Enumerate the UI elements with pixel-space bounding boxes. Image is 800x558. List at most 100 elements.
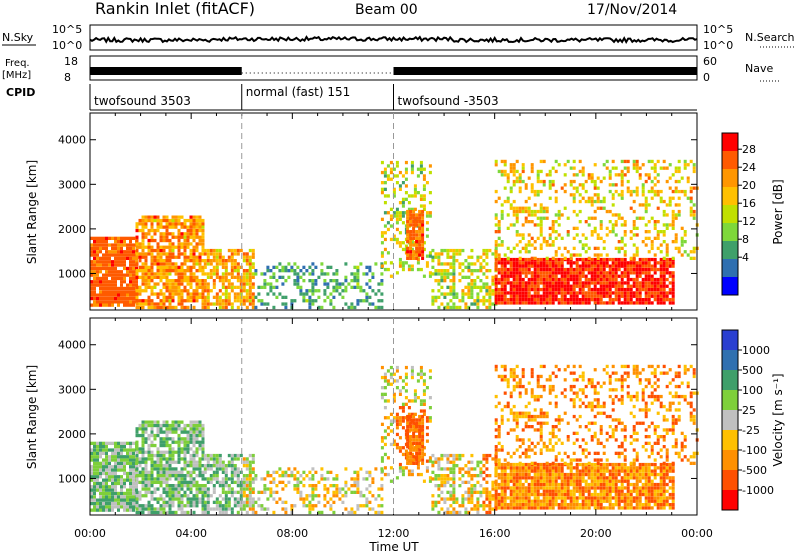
- power-cell: [193, 216, 196, 219]
- power-cell: [621, 237, 624, 240]
- power-cell: [225, 299, 228, 302]
- velocity-cell: [120, 458, 123, 461]
- velocity-cell: [216, 501, 219, 504]
- power-cell: [525, 183, 528, 186]
- power-cell: [582, 183, 585, 186]
- power-cell: [219, 276, 222, 279]
- power-cell: [609, 285, 612, 288]
- power-cell: [543, 268, 546, 271]
- power-cell: [597, 301, 600, 304]
- power-cell: [272, 276, 275, 279]
- velocity-cell: [148, 474, 151, 477]
- power-cell: [672, 285, 675, 288]
- power-cell: [549, 285, 552, 288]
- power-cell: [431, 256, 434, 259]
- velocity-cell: [216, 477, 219, 480]
- velocity-cell: [513, 463, 516, 466]
- power-cell: [482, 282, 485, 285]
- velocity-cell: [326, 477, 329, 480]
- power-cell: [591, 261, 594, 264]
- power-cell: [591, 180, 594, 183]
- velocity-cell: [335, 484, 338, 487]
- velocity-cell: [381, 366, 384, 369]
- power-cell: [642, 281, 645, 284]
- power-cell: [123, 287, 126, 290]
- power-cell: [654, 291, 657, 294]
- velocity-cell: [199, 461, 202, 464]
- power-cell: [260, 272, 263, 275]
- power-cell: [102, 294, 105, 297]
- power-cell: [591, 281, 594, 284]
- velocity-cell: [409, 458, 412, 461]
- power-cell: [579, 275, 582, 278]
- velocity-cell: [204, 487, 207, 490]
- power-cell: [132, 304, 135, 307]
- power-cell: [181, 299, 184, 302]
- power-cell: [461, 299, 464, 302]
- velocity-cell: [172, 474, 175, 477]
- velocity-cell: [335, 494, 338, 497]
- power-cell: [579, 200, 582, 203]
- power-cell: [570, 265, 573, 268]
- power-cell: [196, 286, 199, 289]
- power-cell: [624, 230, 627, 233]
- velocity-cell: [166, 431, 169, 434]
- velocity-cell: [311, 487, 314, 490]
- velocity-cell: [163, 507, 166, 510]
- velocity-cell: [272, 511, 275, 514]
- velocity-cell: [504, 486, 507, 489]
- power-cell: [639, 301, 642, 304]
- power-cell: [633, 285, 636, 288]
- power-cell: [519, 295, 522, 298]
- velocity-cell: [157, 511, 160, 514]
- power-cell: [564, 291, 567, 294]
- power-cell: [693, 167, 696, 170]
- velocity-cell: [136, 427, 139, 430]
- power-cell: [219, 256, 222, 259]
- power-cell: [105, 257, 108, 260]
- power-cell: [160, 292, 163, 295]
- power-cell: [145, 279, 148, 282]
- power-cell: [576, 190, 579, 193]
- velocity-cell: [513, 506, 516, 509]
- power-cell: [390, 171, 393, 174]
- power-cell: [314, 266, 317, 269]
- power-cell: [519, 281, 522, 284]
- power-cell: [522, 298, 525, 301]
- power-cell: [139, 246, 142, 249]
- power-cell: [184, 236, 187, 239]
- velocity-cell: [362, 477, 365, 480]
- power-cell: [579, 268, 582, 271]
- power-cell: [421, 253, 424, 256]
- velocity-cell: [157, 481, 160, 484]
- power-cell: [129, 284, 132, 287]
- velocity-cell: [96, 482, 99, 485]
- power-cell: [117, 240, 120, 243]
- power-cell: [516, 301, 519, 304]
- velocity-cell: [464, 491, 467, 494]
- velocity-cell: [136, 454, 139, 457]
- velocity-cell: [111, 489, 114, 492]
- power-cell: [114, 297, 117, 300]
- power-cell: [504, 200, 507, 203]
- velocity-cell: [406, 418, 409, 421]
- power-cell: [606, 288, 609, 291]
- power-cell: [222, 256, 225, 259]
- velocity-cell: [163, 424, 166, 427]
- power-cell: [600, 265, 603, 268]
- velocity-cell: [196, 424, 199, 427]
- power-cell: [196, 279, 199, 282]
- power-cell: [573, 271, 576, 274]
- power-cell: [495, 240, 498, 243]
- power-cell: [437, 262, 440, 265]
- power-cell: [513, 288, 516, 291]
- power-cell: [615, 233, 618, 236]
- velocity-cell: [196, 431, 199, 434]
- power-cell: [111, 247, 114, 250]
- velocity-cell: [516, 506, 519, 509]
- power-cell: [257, 292, 260, 295]
- power-cell: [99, 237, 102, 240]
- power-cell: [501, 173, 504, 176]
- velocity-cell: [498, 500, 501, 503]
- velocity-cell: [485, 454, 488, 457]
